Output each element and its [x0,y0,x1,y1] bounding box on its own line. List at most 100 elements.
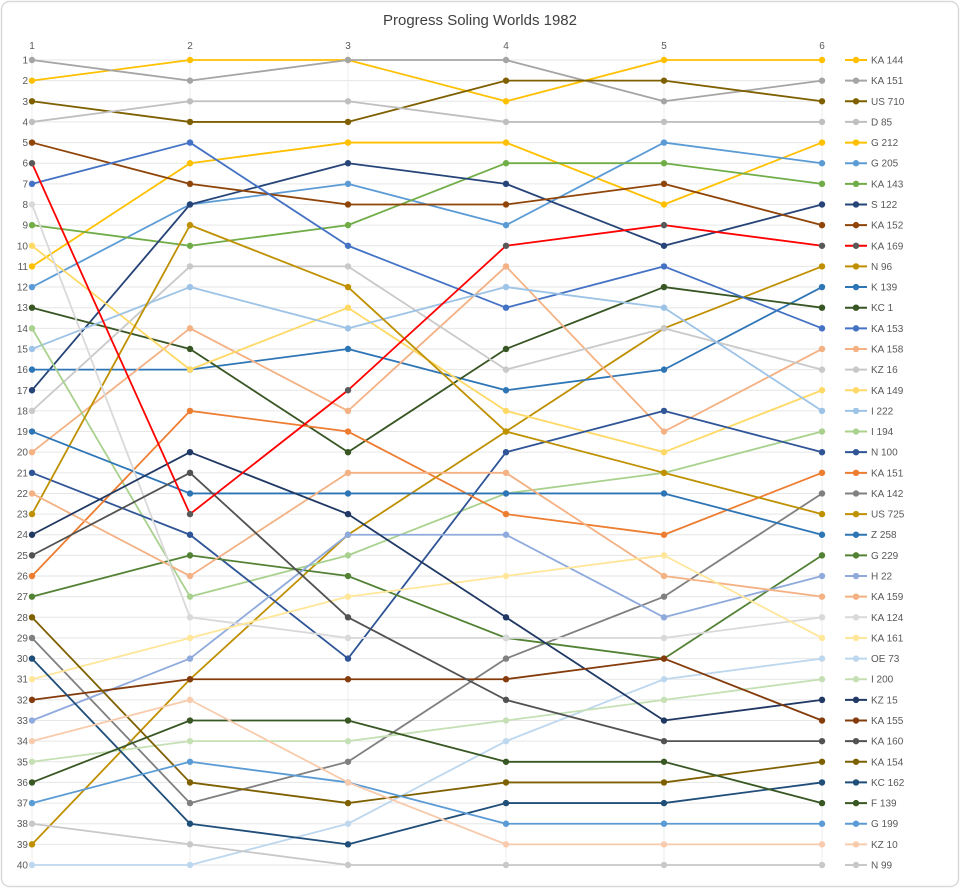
series-i-200 [28,676,826,765]
legend-label: KA 143 [871,179,904,190]
legend-marker-icon [852,448,860,456]
series-marker [818,325,826,332]
y-tick-label: 40 [17,861,29,872]
series-line [31,286,823,454]
legend-label: I 194 [871,427,894,438]
series-marker [28,221,36,229]
x-axis-labels: 1 2 3 4 5 6 [29,41,825,52]
series-marker [818,531,826,538]
series-marker [660,758,668,765]
legend-marker-icon [852,531,860,538]
series-marker [818,614,826,621]
x-tick-label: 1 [29,41,35,52]
series-marker [502,98,510,105]
series-marker [186,345,194,353]
y-tick-label: 20 [17,448,29,459]
series-marker [28,448,36,456]
series-marker [660,201,668,208]
series-marker [344,56,352,64]
series-line [31,59,823,103]
series-marker [502,283,510,291]
series-marker [660,593,668,600]
series-marker [186,221,194,229]
y-tick-label: 2 [22,76,28,87]
series-marker [186,366,194,373]
series-marker [344,428,352,435]
series-marker [660,242,668,249]
series-line [31,471,823,598]
legend-label: F 139 [871,799,897,810]
series-marker [660,283,668,291]
y-tick-label: 34 [17,737,29,748]
series-marker [344,593,352,600]
legend-marker-icon [852,366,860,373]
series-ka-153 [28,139,826,332]
series-marker [818,696,826,704]
series-marker [344,98,352,105]
series-marker [660,737,668,745]
series-marker [502,841,510,848]
series-marker [28,737,36,745]
series-marker [344,737,352,745]
y-tick-label: 11 [18,262,29,273]
series-marker [818,242,826,249]
legend-item: US 725 [845,510,905,521]
legend-label: KA 152 [871,221,904,232]
series-n-99 [28,820,826,869]
series-line [32,657,823,866]
series-marker [28,469,36,477]
legend-marker-icon [852,655,860,662]
legend-marker-icon [852,139,860,146]
legend-item: N 100 [845,448,898,459]
x-tick-label: 5 [661,41,667,52]
series-marker [818,490,826,497]
series-marker [186,593,194,600]
series-marker [186,283,194,291]
y-tick-label: 32 [17,695,29,706]
series-line [31,533,823,722]
series-line [31,162,823,247]
series-marker [818,799,826,807]
legend-marker-icon [852,779,860,786]
series-marker [818,552,826,559]
series-marker [344,490,352,497]
legend-item: KA 149 [845,386,904,397]
series-marker [186,676,194,683]
series-marker [186,118,194,126]
legend-marker-icon [852,201,860,208]
series-marker [818,634,826,642]
legend-item: I 194 [845,427,894,438]
legend-item: KC 1 [845,303,894,314]
series-marker [502,345,510,353]
legend-item: KA 151 [845,76,904,87]
legend-marker-icon [852,428,860,435]
series-marker [28,118,36,126]
legend-label: D 85 [871,117,893,128]
series-marker [186,614,194,621]
series-marker [344,552,352,559]
series-marker [660,799,668,807]
series-marker [344,139,352,146]
series-marker [344,469,352,477]
series-marker [344,531,352,538]
legend-label: KA 149 [871,386,904,397]
series-marker [28,304,36,311]
series-marker [28,614,36,621]
legend-label: KA 154 [871,757,904,768]
legend-item: K 139 [845,283,898,294]
series-marker [818,345,826,353]
series-marker [186,758,194,765]
series-marker [186,263,194,270]
series-marker [28,160,36,167]
series-marker [660,428,668,435]
legend-marker-icon [852,242,860,249]
series-marker [818,655,826,662]
legend-label: KZ 15 [871,695,898,706]
legend-marker-icon [852,304,860,311]
legend-label: KA 161 [871,633,904,644]
legend-marker-icon [852,77,860,84]
legend-label: KA 142 [871,489,904,500]
series-marker [660,841,668,848]
legend-marker-icon [852,180,860,188]
